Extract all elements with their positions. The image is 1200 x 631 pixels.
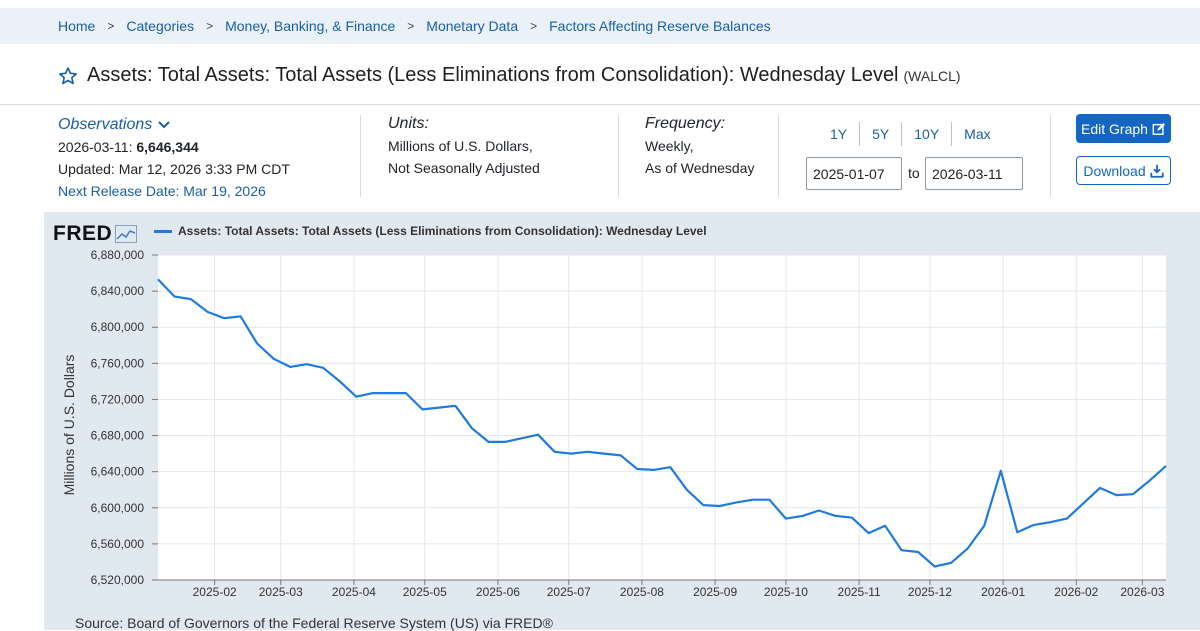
line-chart[interactable]: 6,520,000 6,560,000 6,600,000 6,640,000 6,68… bbox=[44, 212, 1200, 630]
breadcrumb-separator: > bbox=[206, 19, 214, 33]
end-date-input[interactable] bbox=[925, 157, 1023, 190]
units-line2: Not Seasonally Adjusted bbox=[388, 160, 540, 176]
x-tick-label: 2025-05 bbox=[403, 585, 447, 599]
breadcrumb-categories[interactable]: Categories bbox=[126, 18, 195, 34]
latest-date: 2026-03-11: bbox=[58, 139, 133, 155]
star-icon[interactable] bbox=[58, 66, 78, 86]
title-row: Assets: Total Assets: Total Assets (Less… bbox=[58, 64, 961, 87]
y-tick-label: 6,560,000 bbox=[91, 537, 145, 551]
range-buttons: 1Y 5Y 10Y Max bbox=[818, 122, 1003, 146]
divider bbox=[1050, 115, 1051, 197]
x-tick-label: 2025-08 bbox=[620, 585, 664, 599]
page-title: Assets: Total Assets: Total Assets (Less… bbox=[87, 64, 899, 86]
range-1y-button[interactable]: 1Y bbox=[830, 126, 848, 142]
breadcrumb-monetary-data[interactable]: Monetary Data bbox=[426, 18, 519, 34]
y-tick-label: 6,520,000 bbox=[91, 573, 145, 587]
frequency-line2: As of Wednesday bbox=[645, 160, 755, 176]
x-tick-label: 2025-04 bbox=[332, 585, 376, 599]
fred-graph-icon bbox=[115, 225, 138, 243]
y-tick-label: 6,880,000 bbox=[91, 248, 145, 262]
y-tick-label: 6,680,000 bbox=[91, 429, 145, 443]
fred-logo: FRED bbox=[53, 222, 138, 246]
to-label: to bbox=[908, 165, 920, 181]
y-tick-label: 6,720,000 bbox=[91, 392, 145, 406]
breadcrumb-reserve-balances[interactable]: Factors Affecting Reserve Balances bbox=[549, 18, 771, 34]
breadcrumb-home[interactable]: Home bbox=[58, 18, 96, 34]
edit-graph-button[interactable]: Edit Graph bbox=[1076, 114, 1171, 143]
start-date-input[interactable] bbox=[806, 157, 902, 190]
x-tick-label: 2025-10 bbox=[764, 585, 808, 599]
x-tick-label: 2026-01 bbox=[981, 585, 1025, 599]
x-tick-label: 2025-12 bbox=[908, 585, 952, 599]
breadcrumb-separator: > bbox=[407, 19, 415, 33]
y-tick-label: 6,760,000 bbox=[91, 356, 145, 370]
updated-text: Updated: Mar 12, 2026 3:33 PM CDT bbox=[58, 161, 290, 177]
y-tick-label: 6,840,000 bbox=[91, 284, 145, 298]
y-axis-label: Millions of U.S. Dollars bbox=[61, 354, 77, 496]
frequency-label: Frequency: bbox=[645, 115, 726, 132]
chart-panel: 6,520,000 6,560,000 6,600,000 6,640,000 6,68… bbox=[44, 212, 1200, 631]
observations-dropdown[interactable]: Observations bbox=[58, 114, 170, 136]
divider bbox=[778, 115, 779, 197]
download-icon bbox=[1150, 164, 1164, 178]
legend-swatch bbox=[154, 229, 172, 233]
range-10y-button[interactable]: 10Y bbox=[914, 126, 940, 142]
x-tick-label: 2025-03 bbox=[259, 585, 303, 599]
plot-area bbox=[158, 255, 1166, 580]
x-tick-label: 2025-02 bbox=[193, 585, 237, 599]
latest-value: 6,646,344 bbox=[136, 139, 199, 155]
next-release-link[interactable]: Next Release Date: Mar 19, 2026 bbox=[58, 183, 266, 199]
x-tick-label: 2026-02 bbox=[1054, 585, 1098, 599]
latest-observation: 2026-03-11: 6,646,344 bbox=[58, 136, 290, 158]
x-tick-label: 2025-07 bbox=[547, 585, 591, 599]
edit-graph-label: Edit Graph bbox=[1081, 120, 1148, 137]
y-axis-label-wrap: Millions of U.S. Dollars bbox=[59, 350, 77, 500]
range-max-button[interactable]: Max bbox=[964, 126, 991, 142]
series-id: (WALCL) bbox=[903, 67, 961, 84]
units-label: Units: bbox=[388, 115, 429, 132]
frequency-column: Frequency: Weekly, As of Wednesday bbox=[645, 113, 754, 179]
source-note: Source: Board of Governors of the Federa… bbox=[75, 615, 553, 631]
x-tick-label: 2025-11 bbox=[838, 585, 881, 599]
breadcrumb: Home > Categories > Money, Banking, & Fi… bbox=[0, 8, 1200, 44]
observations-column: Observations 2026-03-11: 6,646,344 Updat… bbox=[58, 113, 290, 202]
y-tick-label: 6,640,000 bbox=[91, 465, 145, 479]
x-tick-label: 2026-03 bbox=[1120, 585, 1164, 599]
chart-legend: Assets: Total Assets: Total Assets (Less… bbox=[154, 224, 707, 238]
divider bbox=[360, 115, 361, 197]
y-tick-label: 6,600,000 bbox=[91, 501, 145, 515]
range-5y-button[interactable]: 5Y bbox=[872, 126, 890, 142]
breadcrumb-separator: > bbox=[530, 19, 538, 33]
units-line1: Millions of U.S. Dollars, bbox=[388, 138, 533, 154]
download-button[interactable]: Download bbox=[1076, 156, 1171, 185]
legend-label: Assets: Total Assets: Total Assets (Less… bbox=[178, 224, 707, 238]
y-tick-label: 6,800,000 bbox=[91, 320, 145, 334]
fred-logo-text: FRED bbox=[53, 222, 113, 245]
range-separator bbox=[951, 122, 953, 146]
observations-label: Observations bbox=[58, 116, 153, 133]
divider bbox=[618, 115, 619, 197]
units-column: Units: Millions of U.S. Dollars, Not Sea… bbox=[388, 113, 540, 179]
breadcrumb-separator: > bbox=[107, 19, 115, 33]
x-tick-label: 2025-09 bbox=[693, 585, 737, 599]
range-separator bbox=[901, 122, 903, 146]
range-separator bbox=[859, 122, 861, 146]
edit-icon bbox=[1152, 122, 1166, 135]
series-line-walcl bbox=[157, 278, 1167, 568]
download-label: Download bbox=[1083, 162, 1146, 179]
breadcrumb-money-banking[interactable]: Money, Banking, & Finance bbox=[225, 18, 396, 34]
series-meta: Observations 2026-03-11: 6,646,344 Updat… bbox=[0, 104, 1200, 203]
chevron-down-icon bbox=[158, 121, 170, 129]
x-tick-label: 2025-06 bbox=[476, 585, 520, 599]
frequency-line1: Weekly, bbox=[645, 138, 694, 154]
